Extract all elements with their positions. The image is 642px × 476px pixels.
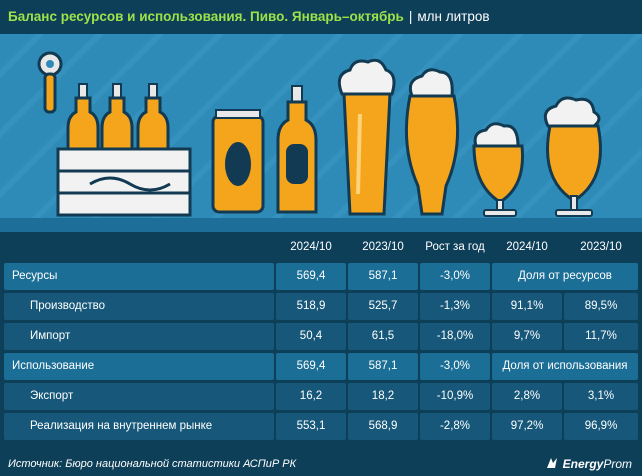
cell-share-2023: 96,9% [564, 413, 638, 440]
page-title: Баланс ресурсов и использования. Пиво. Я… [8, 9, 490, 24]
cell-growth: -3,0% [420, 263, 490, 290]
row-label: Реализация на внутреннем рынке [4, 413, 274, 440]
beer-bottle-icon [276, 85, 318, 214]
row-label: Экспорт [4, 383, 274, 410]
logo-text-bold: Energy [562, 457, 604, 471]
beer-can-icon [211, 109, 265, 214]
cell-growth: -10,9% [420, 383, 490, 410]
logo-mark-icon [547, 458, 558, 468]
cell-2024: 16,2 [276, 383, 346, 410]
tulip-glass-icon [404, 68, 460, 216]
cell-2024: 569,4 [276, 353, 346, 380]
cell-2023: 587,1 [348, 353, 418, 380]
title-separator: | [408, 9, 413, 24]
col-share-2023: 2023/10 [564, 234, 638, 261]
logo-text-rest: Prom [603, 457, 632, 471]
share-subheader: Доля от использования [492, 353, 638, 380]
cell-share-2023: 11,7% [564, 323, 638, 350]
col-2023: 2023/10 [348, 234, 418, 261]
row-label: Использование [4, 353, 274, 380]
col-share-2024: 2024/10 [492, 234, 562, 261]
bottle-opener-icon [37, 51, 63, 114]
cell-share-2023: 89,5% [564, 293, 638, 320]
cell-share-2024: 97,2% [492, 413, 562, 440]
cell-growth: -1,3% [420, 293, 490, 320]
goblet-glass-icon [472, 122, 525, 217]
row-label: Производство [4, 293, 274, 320]
table-row: Ресурсы 569,4 587,1 -3,0% Доля от ресурс… [4, 263, 638, 291]
cell-2024: 569,4 [276, 263, 346, 290]
col-growth: Рост за год [420, 234, 490, 261]
cell-2023: 568,9 [348, 413, 418, 440]
cell-share-2024: 9,7% [492, 323, 562, 350]
cell-share-2023: 3,1% [564, 383, 638, 410]
energyprom-logo: EnergyProm [545, 457, 632, 471]
cell-2024: 50,4 [276, 323, 346, 350]
footer: Источник: Бюро национальной статистики А… [0, 455, 642, 476]
table-row: Производство 518,9 525,7 -1,3% 91,1% 89,… [4, 293, 638, 321]
snifter-glass-icon [543, 96, 602, 217]
row-label: Ресурсы [4, 263, 274, 290]
table-row: Использование 569,4 587,1 -3,0% Доля от … [4, 353, 638, 381]
cell-2023: 587,1 [348, 263, 418, 290]
cell-2023: 61,5 [348, 323, 418, 350]
cell-growth: -18,0% [420, 323, 490, 350]
beer-illustration [0, 34, 642, 232]
row-label: Импорт [4, 323, 274, 350]
cell-share-2024: 91,1% [492, 293, 562, 320]
source-note: Источник: Бюро национальной статистики А… [8, 458, 297, 470]
cell-growth: -2,8% [420, 413, 490, 440]
unit-label: млн литров [417, 9, 490, 24]
header-empty [4, 234, 274, 261]
cell-growth: -3,0% [420, 353, 490, 380]
col-2024: 2024/10 [276, 234, 346, 261]
title-text: Баланс ресурсов и использования. Пиво. Я… [8, 9, 404, 24]
table-row: Импорт 50,4 61,5 -18,0% 9,7% 11,7% [4, 323, 638, 351]
cell-2023: 18,2 [348, 383, 418, 410]
cell-share-2024: 2,8% [492, 383, 562, 410]
beer-illustration-graphic [0, 34, 642, 232]
table-header-row: 2024/10 2023/10 Рост за год 2024/10 2023… [4, 234, 638, 262]
pint-glass-icon [337, 58, 396, 216]
cell-2024: 518,9 [276, 293, 346, 320]
share-subheader: Доля от ресурсов [492, 263, 638, 290]
table-row: Экспорт 16,2 18,2 -10,9% 2,8% 3,1% [4, 383, 638, 411]
header: Баланс ресурсов и использования. Пиво. Я… [0, 0, 642, 34]
beer-crate-icon [56, 83, 192, 217]
cell-2023: 525,7 [348, 293, 418, 320]
table-row: Реализация на внутреннем рынке 553,1 568… [4, 413, 638, 441]
cell-2024: 553,1 [276, 413, 346, 440]
